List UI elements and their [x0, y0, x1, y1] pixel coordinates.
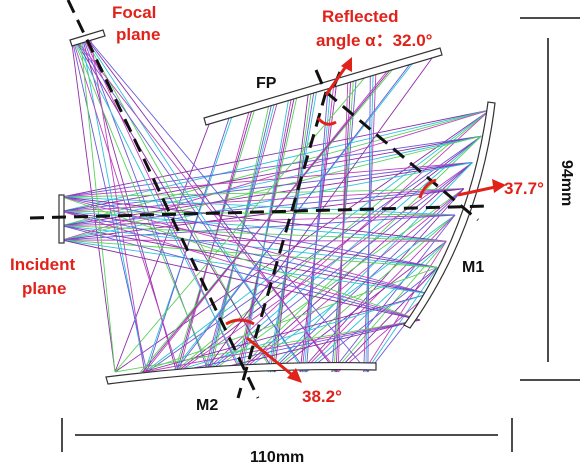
ray	[62, 197, 420, 320]
ray	[62, 211, 420, 320]
label: plane	[22, 279, 66, 298]
label: Focal	[112, 3, 156, 22]
reflected-arc	[318, 118, 336, 124]
label: Incident	[10, 255, 76, 274]
fp-normal-tick	[316, 70, 322, 84]
label: 37.7°	[504, 179, 544, 198]
label: FP	[256, 75, 277, 92]
label: 94mm	[558, 160, 575, 206]
label: 38.2°	[302, 387, 342, 406]
label: 110mm	[250, 449, 304, 466]
label: M2	[196, 397, 218, 414]
label: plane	[116, 25, 160, 44]
ray	[78, 44, 275, 372]
label: angle α：32.0°	[316, 31, 433, 50]
optical-diagram: Focal plane Reflected angle α：32.0° FP 9…	[0, 0, 582, 472]
label: Reflected	[322, 7, 399, 26]
ray	[175, 61, 413, 372]
label: M1	[462, 259, 484, 276]
ray	[306, 86, 328, 372]
incident-plane-element	[59, 195, 64, 243]
ray	[336, 268, 438, 373]
fp-mirror	[204, 48, 442, 125]
arrow-heads	[287, 57, 506, 383]
